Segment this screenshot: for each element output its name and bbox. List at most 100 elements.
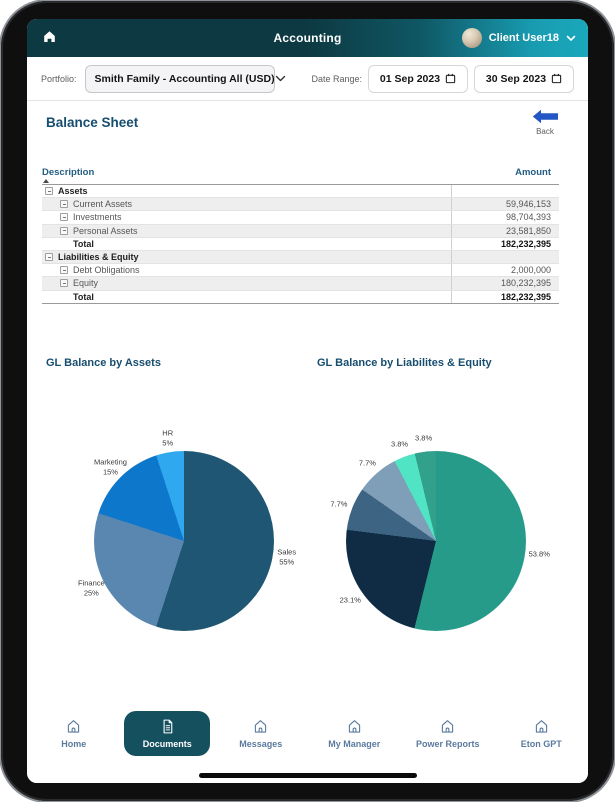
portfolio-select[interactable]: Smith Family - Accounting All (USD) <box>84 64 285 93</box>
collapse-minus-icon[interactable] <box>60 226 68 235</box>
row-label: Current Assets <box>73 199 133 210</box>
chart-title-assets: GL Balance by Assets <box>46 357 161 369</box>
back-label: Back <box>536 127 554 136</box>
home-icon <box>439 718 456 735</box>
balance-sheet-table: Description Amount Assets Current Assets 5… <box>42 167 559 304</box>
home-icon <box>252 718 269 735</box>
home-icon[interactable] <box>42 29 57 44</box>
pie-slice-label: 23.1% <box>339 595 361 605</box>
collapse-minus-icon[interactable] <box>60 266 68 275</box>
row-label: Assets <box>58 186 88 197</box>
table-row[interactable]: Investments 98,704,393 <box>42 211 559 225</box>
back-button[interactable]: Back <box>528 109 562 136</box>
calendar-icon <box>445 73 456 84</box>
date-range-label: Date Range: <box>311 73 362 84</box>
table-header: Description Amount <box>42 167 559 185</box>
row-amount: 23,581,850 <box>451 224 559 237</box>
table-row[interactable]: Current Assets 59,946,153 <box>42 198 559 212</box>
nav-item-documents[interactable]: Documents <box>124 711 211 756</box>
row-amount: 182,232,395 <box>451 290 559 303</box>
home-icon <box>533 718 550 735</box>
row-amount: 98,704,393 <box>451 211 559 224</box>
nav-label: Messages <box>239 739 283 749</box>
table-row[interactable]: Personal Assets 23,581,850 <box>42 224 559 238</box>
row-amount <box>451 185 559 198</box>
row-label: Investments <box>73 212 122 223</box>
pie-liabilities[interactable] <box>346 451 526 631</box>
avatar <box>461 28 482 48</box>
row-label: Total <box>73 238 94 249</box>
collapse-minus-icon[interactable] <box>45 253 53 262</box>
row-label: Liabilities & Equity <box>58 252 139 263</box>
nav-item-messages[interactable]: Messages <box>214 711 308 756</box>
pie-slice-label: 53.8% <box>528 548 550 558</box>
pie-slice-label: HR 5% <box>162 428 174 448</box>
table-row[interactable]: Liabilities & Equity <box>42 250 559 265</box>
date-from-field[interactable]: 01 Sep 2023 <box>368 64 468 93</box>
home-indicator-bar[interactable] <box>198 773 417 778</box>
app-header: Accounting Client User18 <box>27 19 588 57</box>
document-icon <box>159 718 176 735</box>
nav-label: My Manager <box>328 739 381 749</box>
arrow-left-icon <box>528 109 562 124</box>
date-from-value: 01 Sep 2023 <box>379 72 441 85</box>
chart-title-liabilities: GL Balance by Liabilites & Equity <box>317 357 492 369</box>
collapse-minus-icon[interactable] <box>60 213 68 222</box>
table-row[interactable]: Total 182,232,395 <box>42 237 559 251</box>
nav-label: Power Reports <box>415 739 480 749</box>
pie-slice-label: 3.8% <box>390 438 409 448</box>
page-title: Balance Sheet <box>46 115 139 130</box>
nav-label: Documents <box>142 739 192 749</box>
nav-item-my-manager[interactable]: My Manager <box>308 711 402 756</box>
pie-chart-liabilities: 53.8% 23.1% 7.7% 7.7% 3.8% 3.8% <box>316 421 556 661</box>
row-amount: 59,946,153 <box>451 198 559 211</box>
bottom-nav: Home Documents Messages My Manager <box>27 701 588 783</box>
collapse-minus-icon[interactable] <box>60 279 68 288</box>
column-header-amount[interactable]: Amount <box>515 167 551 178</box>
row-label: Debt Obligations <box>73 265 140 276</box>
table-body: Assets Current Assets 59,946,153 Investment… <box>42 185 559 304</box>
nav-label: Eton GPT <box>520 739 562 749</box>
portfolio-label: Portfolio: <box>41 73 77 84</box>
collapse-minus-icon[interactable] <box>60 200 68 209</box>
row-amount <box>451 250 559 264</box>
pie-chart-assets: Sales 55% Finance 25% Marketing 15% HR 5% <box>64 421 304 661</box>
pie-slice-label: 7.7% <box>358 458 376 468</box>
nav-item-power-reports[interactable]: Power Reports <box>401 711 495 756</box>
sort-asc-icon <box>43 179 49 183</box>
date-to-value: 30 Sep 2023 <box>485 72 547 85</box>
chevron-down-icon <box>566 35 576 42</box>
user-menu[interactable]: Client User18 <box>461 19 576 57</box>
user-name: Client User18 <box>488 32 559 44</box>
row-label: Personal Assets <box>73 225 138 236</box>
pie-slice-label: Finance 25% <box>77 578 105 598</box>
page-header-title: Accounting <box>273 31 342 45</box>
nav-item-home[interactable]: Home <box>27 711 121 756</box>
collapse-minus-icon[interactable] <box>45 187 53 196</box>
column-header-description[interactable]: Description <box>42 167 95 178</box>
calendar-icon <box>551 73 562 84</box>
row-amount: 180,232,395 <box>451 277 559 290</box>
table-row[interactable]: Equity 180,232,395 <box>42 277 559 291</box>
filter-bar: Portfolio: Smith Family - Accounting All… <box>27 57 588 101</box>
pie-slice-label: Sales 55% <box>277 547 297 567</box>
date-to-field[interactable]: 30 Sep 2023 <box>474 64 574 93</box>
row-amount: 182,232,395 <box>451 237 559 250</box>
pie-slice-label: 3.8% <box>415 433 433 443</box>
portfolio-value: Smith Family - Accounting All (USD) <box>94 72 275 85</box>
row-label: Equity <box>73 278 99 289</box>
home-icon <box>346 718 363 735</box>
nav-item-eton-gpt[interactable]: Eton GPT <box>495 711 589 756</box>
pie-slice-label: 7.7% <box>330 499 348 509</box>
app-screen: Accounting Client User18 Portfolio: Smit… <box>27 19 588 783</box>
pie-assets[interactable] <box>94 451 274 631</box>
nav-label: Home <box>61 739 87 749</box>
row-label: Total <box>73 291 94 302</box>
home-icon <box>65 718 82 735</box>
chevron-down-icon <box>275 75 286 83</box>
pie-slice-label: Marketing 15% <box>93 458 127 477</box>
row-amount: 2,000,000 <box>451 264 559 277</box>
table-row[interactable]: Assets <box>42 185 559 199</box>
table-row[interactable]: Total 182,232,395 <box>42 290 559 304</box>
table-row[interactable]: Debt Obligations 2,000,000 <box>42 264 559 278</box>
